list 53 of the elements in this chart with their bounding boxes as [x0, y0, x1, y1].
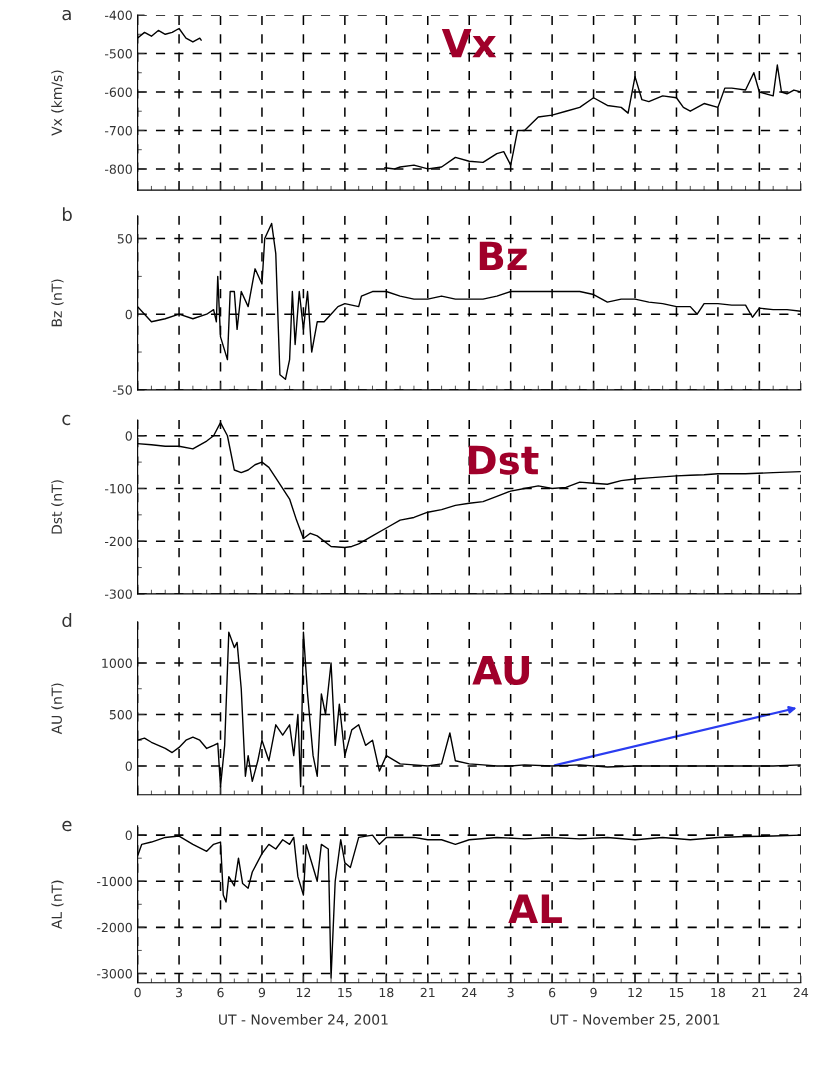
x-tick-label: 24 [793, 987, 809, 998]
y-tick-label: -700 [105, 125, 132, 136]
annotation: Vx [441, 28, 497, 58]
x-tick-label: 6 [549, 987, 556, 998]
y-tick-label: -2000 [97, 922, 132, 933]
x-tick-label: 15 [338, 987, 352, 998]
text: c [62, 414, 71, 426]
x-tick-label: 21 [752, 987, 767, 998]
y-tick-label: 0 [125, 309, 132, 320]
y-tick-label: -100 [105, 483, 132, 494]
y-axis-title: AU (nT) [51, 683, 64, 735]
x-tick-label: 6 [217, 987, 224, 998]
x-tick-label: 15 [669, 987, 684, 998]
text: UT - November 25, 2001 [550, 1014, 720, 1027]
x-tick-label: 24 [462, 987, 477, 998]
y-axis-title: Vx (km/s) [51, 70, 64, 136]
x-tick-label: 3 [507, 987, 514, 998]
x-axis-title: UT - November 24, 2001 [219, 1014, 388, 1027]
annotation: Dst [468, 445, 539, 475]
x-tick-label: 18 [379, 987, 394, 998]
y-axis-title: Dst (nT) [51, 480, 64, 534]
x-tick-label: 0 [134, 987, 141, 998]
y-tick-label: 1000 [102, 658, 132, 668]
y-tick-label: -1000 [97, 876, 132, 887]
y-tick-label: 0 [125, 761, 132, 771]
y-tick-label: -800 [105, 164, 132, 174]
y-tick-label: -500 [105, 48, 132, 59]
x-tick-label: 12 [296, 987, 311, 998]
y-axis-title: AL (nT) [51, 880, 64, 930]
y-tick-label: 50 [117, 234, 132, 244]
y-tick-label: -300 [105, 589, 132, 599]
y-tick-label: 500 [109, 709, 132, 720]
x-tick-label: 18 [711, 987, 726, 998]
x-tick-label: 9 [258, 987, 266, 998]
y-axis-title: Bz (nT) [51, 279, 64, 327]
annotation: Bz [479, 241, 527, 271]
x-tick-label: 3 [176, 987, 183, 998]
y-tick-label: -3000 [97, 968, 132, 979]
x-tick-label: 21 [420, 987, 435, 998]
annotation: AU [472, 656, 530, 685]
y-tick-label: -50 [112, 385, 132, 395]
y-tick-label: 0 [125, 830, 132, 841]
x-tick-label: 9 [590, 987, 597, 998]
annotation: AL [508, 894, 562, 923]
y-tick-label: -600 [105, 87, 132, 97]
y-tick-label: -400 [105, 10, 132, 20]
text: e [62, 820, 72, 832]
y-tick-label: -200 [105, 536, 132, 547]
y-tick-label: 0 [125, 431, 132, 441]
text: d [62, 613, 72, 628]
x-tick-label: 12 [628, 987, 642, 998]
text: a [62, 9, 71, 21]
text: b [62, 207, 72, 222]
